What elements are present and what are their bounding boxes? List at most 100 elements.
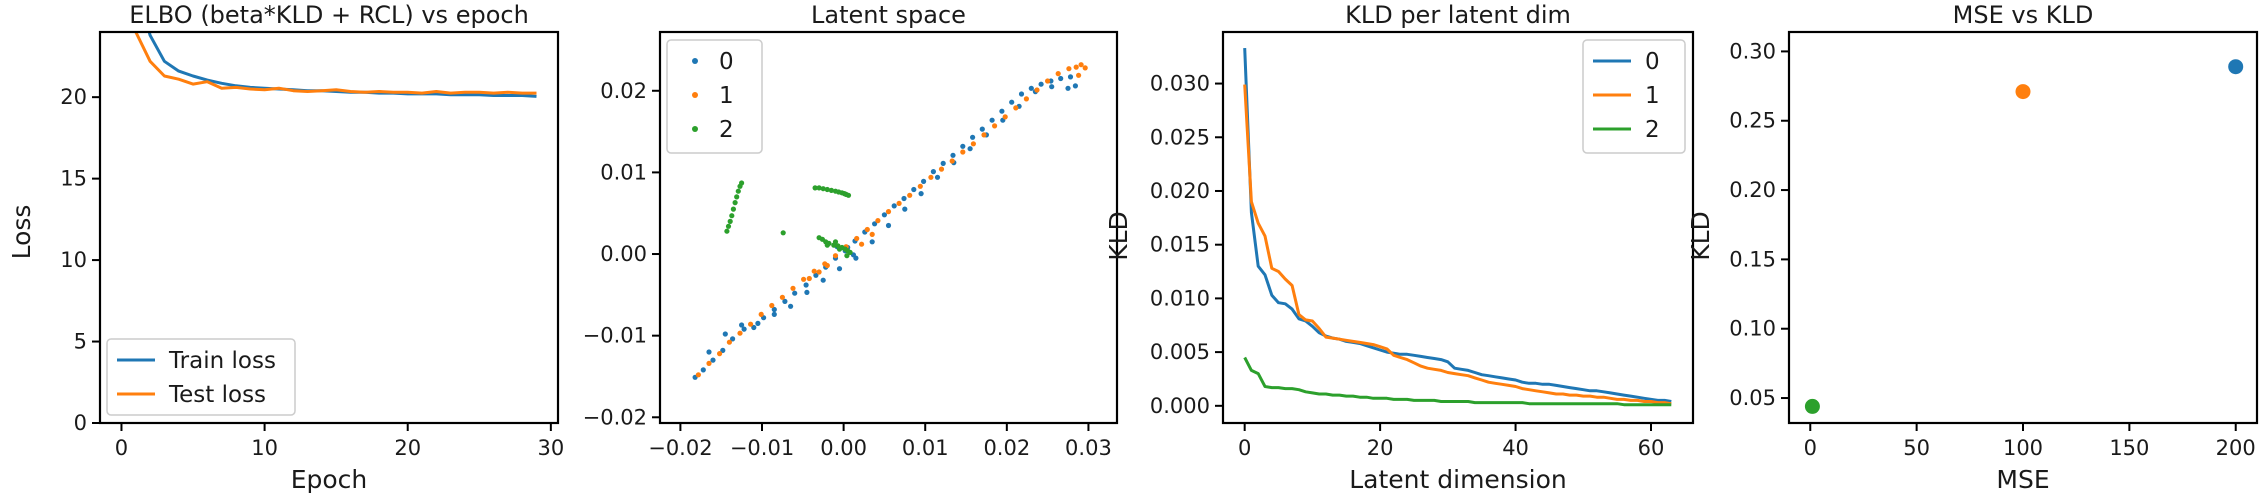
legend-label: 1 xyxy=(719,83,734,109)
legend-box xyxy=(1582,39,1686,154)
x-tick-label: −0.02 xyxy=(648,436,712,460)
y-tick-label: 0 xyxy=(74,411,87,435)
point-1 xyxy=(695,372,702,378)
legend: Train loss Test loss xyxy=(106,338,296,416)
point-1 xyxy=(869,231,875,237)
legend-label: 2 xyxy=(719,117,734,143)
point-2 xyxy=(725,223,732,229)
x-tick-label: 0.03 xyxy=(1065,436,1112,460)
point-0 xyxy=(813,272,819,278)
point-0 xyxy=(1028,85,1034,91)
y-tick-label: 0.010 xyxy=(1150,286,1210,310)
x-tick-label: 0.02 xyxy=(983,436,1030,460)
chart-title: Latent space xyxy=(811,1,966,29)
point-1 xyxy=(896,200,902,206)
point-0 xyxy=(881,212,888,218)
point-0 xyxy=(836,266,843,272)
x-tick-label: 0.00 xyxy=(820,436,867,460)
point-0 xyxy=(782,298,788,304)
point-0 xyxy=(891,203,897,209)
point-1 xyxy=(1023,96,1029,102)
y-tick-label: 15 xyxy=(60,167,87,191)
point-1 xyxy=(854,235,860,242)
point-2 xyxy=(828,187,835,193)
point-2 xyxy=(739,180,745,186)
point-0 xyxy=(1065,85,1071,91)
point-2 xyxy=(1804,398,1820,414)
axes-frame xyxy=(98,30,560,425)
point-2 xyxy=(730,206,737,212)
point-0 xyxy=(1058,75,1064,82)
x-tick-label: 100 xyxy=(2003,436,2043,460)
point-1 xyxy=(790,285,796,291)
point-2 xyxy=(729,213,735,219)
y-axis-label: KLD xyxy=(1104,211,1133,261)
chart-title: MSE vs KLD xyxy=(1953,1,2094,29)
point-0 xyxy=(792,290,798,296)
legend-swatch-dot xyxy=(692,58,698,64)
legend-swatch-dot xyxy=(692,126,698,132)
point-0 xyxy=(741,326,747,332)
y-tick-label: 0.00 xyxy=(600,242,647,266)
point-0 xyxy=(788,303,794,309)
point-0 xyxy=(730,336,736,342)
point-0 xyxy=(820,277,826,283)
x-tick-label: 50 xyxy=(1903,436,1930,460)
point-2 xyxy=(734,194,740,200)
y-tick-label: 0.005 xyxy=(1150,340,1210,364)
point-1 xyxy=(1073,64,1079,70)
y-axis-label: Loss xyxy=(7,205,36,260)
point-0 xyxy=(1038,81,1044,87)
point-0 xyxy=(700,367,706,373)
x-tick-label: 0 xyxy=(115,436,128,460)
point-0 xyxy=(1049,84,1055,90)
point-0 xyxy=(902,206,908,212)
point-1 xyxy=(824,262,830,269)
x-axis-label: MSE xyxy=(1996,465,2049,494)
legend: 0 1 2 xyxy=(1582,39,1686,154)
x-tick-label: 30 xyxy=(537,436,564,460)
series-line-0 xyxy=(1243,48,1672,403)
point-1 xyxy=(706,360,712,366)
x-tick-label: 150 xyxy=(2109,436,2149,460)
point-1 xyxy=(816,269,822,275)
y-tick-label: 0.030 xyxy=(1150,72,1210,96)
x-tick-label: 0 xyxy=(1804,436,1817,460)
axes-frame xyxy=(1221,30,1695,425)
point-0 xyxy=(970,134,976,140)
x-tick-label: −0.01 xyxy=(730,436,794,460)
x-axis-label: Latent dimension xyxy=(1349,465,1567,494)
point-0 xyxy=(706,349,712,355)
point-1 xyxy=(864,226,870,233)
point-0 xyxy=(1009,99,1015,105)
point-0 xyxy=(901,195,907,202)
point-0 xyxy=(739,322,745,328)
point-1 xyxy=(758,311,764,317)
point-0 xyxy=(911,186,917,193)
chart-2: Latent space −0.02 −0.01 0.00 0.01 0.02 0.03 −0… xyxy=(583,1,1119,460)
point-2 xyxy=(844,253,850,259)
y-tick-label: 0.02 xyxy=(600,79,647,103)
point-1 xyxy=(917,183,923,189)
point-1 xyxy=(1076,72,1082,78)
point-1 xyxy=(949,158,955,164)
y-tick-label: 0.30 xyxy=(1729,39,1776,63)
point-0 xyxy=(885,222,892,229)
point-0 xyxy=(804,289,810,295)
point-0 xyxy=(2228,59,2244,75)
axes-frame xyxy=(658,30,1119,425)
point-2 xyxy=(845,192,852,198)
point-0 xyxy=(1018,91,1025,97)
plot-area xyxy=(1804,59,2244,414)
point-2 xyxy=(836,246,843,252)
point-2 xyxy=(735,188,741,194)
point-1 xyxy=(806,275,812,282)
point-0 xyxy=(771,306,777,313)
point-1 xyxy=(2015,84,2031,100)
y-tick-label: 20 xyxy=(60,85,87,109)
point-0 xyxy=(930,169,937,175)
legend-label: 2 xyxy=(1645,117,1660,143)
point-0 xyxy=(1067,74,1074,80)
legend-label: Test loss xyxy=(168,382,266,408)
